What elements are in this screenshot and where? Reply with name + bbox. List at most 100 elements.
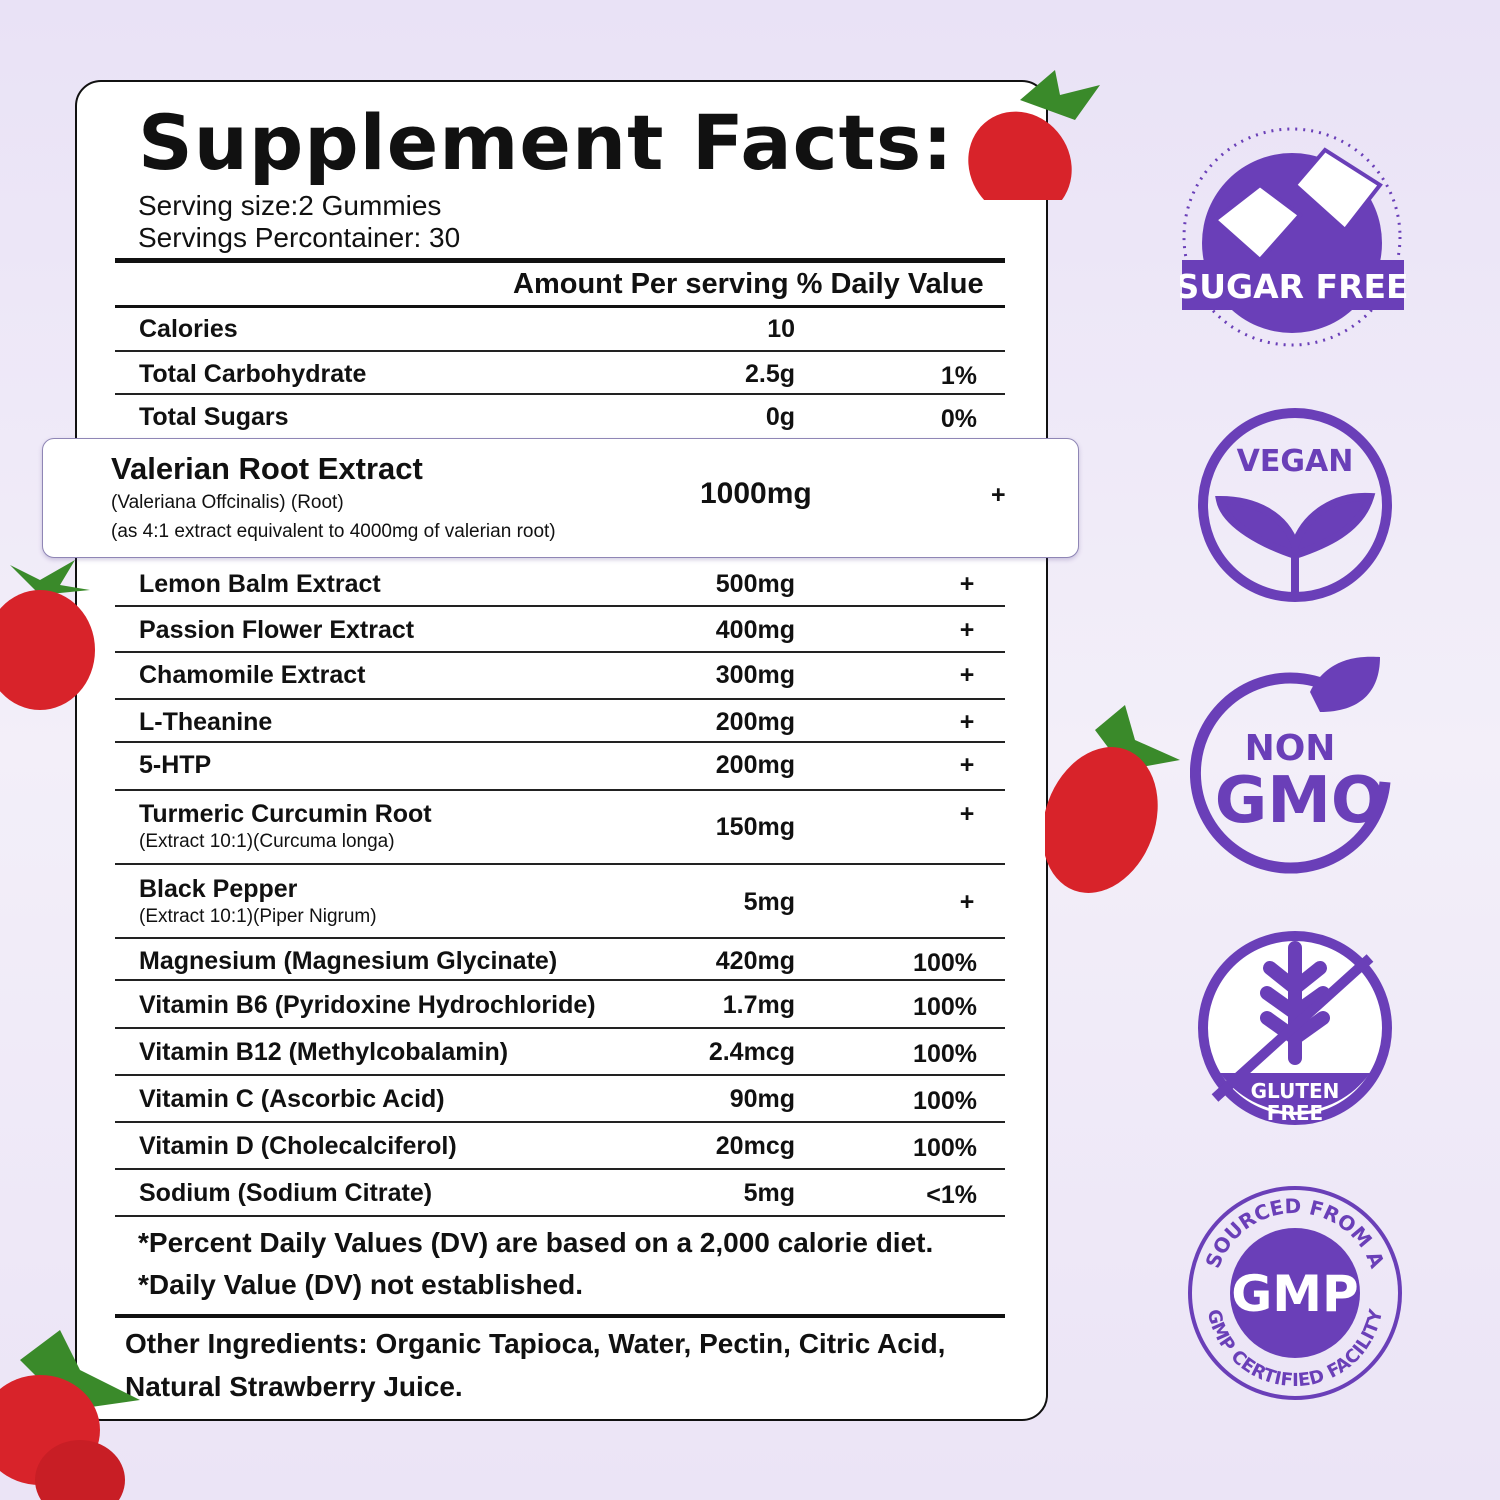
divider (115, 393, 1005, 395)
divider (115, 1121, 1005, 1123)
ingredient-name: Black Pepper (139, 875, 298, 903)
ingredient-sub: (Extract 10:1)(Piper Nigrum) (139, 906, 377, 927)
ingredient-amount: 300mg (715, 661, 795, 689)
footnote: *Percent Daily Values (DV) are based on … (138, 1227, 934, 1258)
svg-text:FREE: FREE (1267, 1101, 1323, 1125)
ingredient-name: Magnesium (Magnesium Glycinate) (139, 947, 558, 975)
ingredient-amount: 5mg (743, 888, 795, 916)
ingredient-name: Total Sugars (139, 403, 289, 431)
svg-text:VEGAN: VEGAN (1237, 444, 1354, 479)
ingredient-amount: 2.5g (744, 360, 795, 388)
ingredient-name: Total Carbohydrate (139, 360, 367, 388)
ingredient-dv: 1% (940, 362, 977, 390)
gluten-free-badge: GLUTEN FREE (1198, 931, 1392, 1125)
divider (115, 698, 1005, 700)
ingredient-dv: 100% (913, 1134, 977, 1162)
ingredient-name: Vitamin B6 (Pyridoxine Hydrochloride) (139, 991, 596, 1019)
ingredient-amount: 1000mg (700, 477, 812, 510)
ingredient-sub: (as 4:1 extract equivalent to 4000mg of … (111, 521, 556, 542)
divider (115, 651, 1005, 653)
divider (115, 605, 1005, 607)
ingredient-dv: + (959, 616, 975, 644)
divider (115, 1027, 1005, 1029)
divider (115, 350, 1005, 352)
divider (115, 305, 1005, 308)
sugar-cube-icon (1292, 147, 1383, 233)
ingredient-name: Lemon Balm Extract (139, 570, 381, 598)
ingredient-name: Chamomile Extract (139, 661, 366, 689)
ingredient-dv: + (991, 481, 1006, 509)
divider (115, 789, 1005, 791)
highlight-row-valerian: Valerian Root Extract (Valeriana Offcina… (42, 438, 1079, 558)
svg-text:SUGAR FREE: SUGAR FREE (1180, 267, 1409, 306)
ingredient-dv: + (959, 708, 975, 736)
divider (115, 1074, 1005, 1076)
ingredient-amount: 150mg (715, 813, 795, 841)
ingredient-amount: 90mg (729, 1085, 795, 1113)
footnote: *Daily Value (DV) not established. (138, 1269, 584, 1300)
strawberry-image (968, 70, 1100, 200)
column-header: Amount Per serving % Daily Value (513, 268, 984, 300)
ingredient-amount: 10 (767, 315, 795, 343)
divider (115, 937, 1005, 939)
vegan-badge: VEGAN (1198, 408, 1392, 602)
ingredient-name: Calories (139, 315, 238, 343)
sugar-cube-icon (1211, 182, 1303, 263)
ingredient-amount: 20mcg (715, 1132, 795, 1160)
leaf-icon (1310, 656, 1380, 712)
servings-per-container: Servings Percontainer: 30 (138, 222, 461, 253)
ingredient-name: L-Theanine (139, 708, 273, 736)
ingredient-amount: 1.7mg (722, 991, 795, 1019)
ingredient-dv: + (959, 661, 975, 689)
divider (115, 1215, 1005, 1217)
ingredient-dv: + (959, 570, 975, 598)
page-title: Supplement Facts: (138, 98, 954, 187)
wheat-icon (1260, 941, 1330, 1065)
strawberry-image (0, 1330, 140, 1500)
ingredient-name: Passion Flower Extract (139, 616, 415, 644)
ingredient-dv: 100% (913, 1087, 977, 1115)
ingredient-name: Vitamin C (Ascorbic Acid) (139, 1085, 445, 1113)
gmp-badge: SOURCED FROM A GMP CERTIFIED FACILITY GM… (1188, 1186, 1402, 1400)
divider (115, 1314, 1005, 1318)
ingredient-name: Vitamin B12 (Methylcobalamin) (139, 1038, 509, 1066)
ingredient-amount: 2.4mcg (708, 1038, 795, 1066)
leaf-icon (1215, 492, 1376, 595)
svg-text:NON: NON (1245, 728, 1336, 769)
divider (115, 741, 1005, 743)
ingredient-name: 5-HTP (139, 751, 212, 779)
divider (115, 258, 1005, 263)
non-gmo-badge: NON GMO (1190, 656, 1391, 874)
ingredient-sub: (Valeriana Offcinalis) (Root) (111, 492, 344, 513)
ingredient-amount: 0g (765, 403, 795, 431)
ingredient-name: Sodium (Sodium Citrate) (139, 1179, 433, 1207)
divider (115, 979, 1005, 981)
ingredient-amount: 500mg (715, 570, 795, 598)
ingredient-amount: 5mg (743, 1179, 795, 1207)
serving-size: Serving size:2 Gummies (138, 190, 442, 221)
svg-text:GMP: GMP (1231, 1265, 1358, 1323)
ingredient-name: Valerian Root Extract (111, 451, 423, 486)
ingredient-dv: 100% (913, 993, 977, 1021)
ingredient-dv: + (959, 751, 975, 779)
ingredient-dv: + (959, 800, 975, 828)
svg-text:GMO: GMO (1215, 764, 1386, 838)
ingredient-amount: 420mg (715, 947, 795, 975)
sugar-free-badge: SUGAR FREE (1180, 127, 1409, 347)
ingredient-amount: 400mg (715, 616, 795, 644)
supplement-facts-panel (75, 80, 1048, 1421)
ingredient-amount: 200mg (715, 708, 795, 736)
ingredient-dv: 100% (913, 1040, 977, 1068)
ingredient-dv: <1% (926, 1181, 977, 1209)
divider (115, 1168, 1005, 1170)
divider (115, 863, 1005, 865)
ingredient-sub: (Extract 10:1)(Curcuma longa) (139, 831, 395, 852)
other-ingredients: Other Ingredients: Organic Tapioca, Wate… (125, 1328, 946, 1402)
ingredient-dv: + (959, 888, 975, 916)
strawberry-image (0, 560, 95, 710)
strawberry-image (1045, 705, 1180, 893)
svg-text:GLUTEN: GLUTEN (1251, 1079, 1340, 1103)
ingredient-name: Vitamin D (Cholecalciferol) (139, 1132, 457, 1160)
ingredient-name: Turmeric Curcumin Root (139, 800, 432, 828)
ingredient-amount: 200mg (715, 751, 795, 779)
